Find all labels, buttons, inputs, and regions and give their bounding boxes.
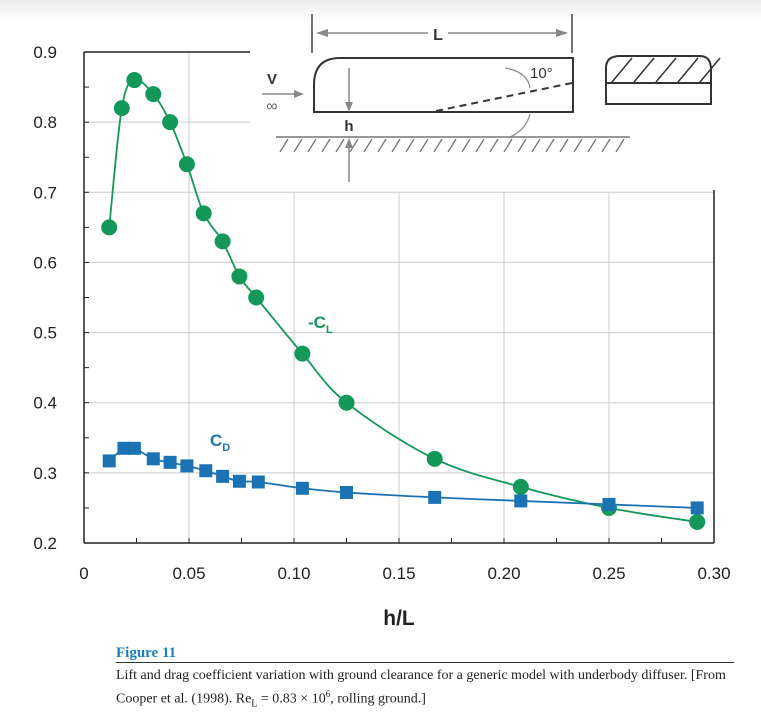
cd-point bbox=[428, 490, 442, 504]
x-tick-label: 0 bbox=[79, 564, 88, 583]
cl-point bbox=[162, 114, 179, 131]
car-body bbox=[313, 57, 574, 113]
top-bar bbox=[0, 0, 761, 22]
section-hatch bbox=[655, 57, 677, 83]
ground-hatch bbox=[573, 138, 583, 153]
x-tick-label: 0.25 bbox=[592, 564, 625, 583]
cd-point bbox=[180, 459, 194, 473]
x-tick-label: 0.05 bbox=[172, 564, 205, 583]
cd-point bbox=[602, 497, 616, 511]
ground-hatch bbox=[377, 138, 387, 153]
ground-hatch bbox=[615, 138, 625, 153]
cd-point bbox=[102, 454, 116, 468]
y-tick-label: 0.3 bbox=[33, 464, 57, 483]
x-axis-label: h/L bbox=[383, 607, 415, 630]
figure-caption: Lift and drag coefficient variation with… bbox=[116, 668, 726, 710]
ground-hatch bbox=[349, 138, 359, 153]
ground-hatch bbox=[545, 138, 555, 153]
cl-point bbox=[338, 394, 355, 411]
x-tick-label: 0.20 bbox=[487, 564, 520, 583]
x-tick-label: 0.15 bbox=[382, 564, 415, 583]
cd-point bbox=[232, 474, 246, 488]
ground-hatch bbox=[321, 138, 331, 153]
ground-hatch bbox=[391, 138, 401, 153]
cl-point bbox=[689, 513, 706, 530]
angle-label: 10° bbox=[530, 65, 553, 82]
y-tick-label: 0.4 bbox=[33, 394, 57, 413]
cl-point bbox=[195, 205, 212, 222]
cl-point bbox=[214, 233, 231, 250]
ground-hatch bbox=[419, 138, 429, 153]
ground-hatch bbox=[475, 138, 485, 153]
section-hatch bbox=[611, 57, 633, 83]
length-label: L bbox=[433, 27, 443, 44]
cl-point bbox=[512, 478, 529, 495]
cd-series-label: CD bbox=[210, 431, 230, 454]
figure-title: Figure 11 bbox=[116, 645, 177, 661]
x-tick-label: 0.30 bbox=[697, 564, 730, 583]
cd-point bbox=[295, 481, 309, 495]
ground-hatch bbox=[587, 138, 597, 153]
cd-point bbox=[514, 494, 528, 508]
section-hatch bbox=[699, 57, 721, 83]
ground-hatch bbox=[489, 138, 499, 153]
cl-point bbox=[294, 345, 311, 362]
cd-point bbox=[163, 455, 177, 469]
cl-series-label: -CL bbox=[308, 313, 333, 336]
cl-point bbox=[248, 289, 265, 306]
ground-hatch bbox=[461, 138, 471, 153]
y-tick-label: 0.5 bbox=[33, 324, 57, 343]
section-hatch bbox=[677, 57, 699, 83]
ground-hatch bbox=[531, 138, 541, 153]
cd-point bbox=[690, 501, 704, 515]
x-tick-label: 0.10 bbox=[277, 564, 310, 583]
ground-hatch bbox=[503, 138, 513, 153]
cd-point bbox=[199, 464, 213, 478]
height-label: h bbox=[344, 118, 353, 135]
ground-hatch bbox=[433, 138, 443, 153]
ground-hatch bbox=[307, 138, 317, 153]
cl-point bbox=[113, 100, 130, 117]
cd-point bbox=[216, 469, 230, 483]
cd-point bbox=[146, 452, 160, 466]
cl-point bbox=[231, 268, 248, 285]
cl-point bbox=[178, 156, 195, 173]
cl-point bbox=[126, 72, 143, 89]
y-tick-label: 0.9 bbox=[33, 43, 57, 62]
chart: 0.2 0.3 0.4 0.5 0.6 0.7 0.8 0.9 0 0.05 0.10 0.15 0.2… bbox=[33, 14, 731, 630]
inset-diagram: L 10° V ∞ h bbox=[250, 14, 730, 190]
cl-point bbox=[101, 219, 118, 236]
ground-hatch bbox=[363, 138, 373, 153]
cd-point bbox=[251, 475, 265, 489]
y-tick-label: 0.8 bbox=[33, 113, 57, 132]
section-hatch bbox=[633, 57, 655, 83]
ground-hatch bbox=[447, 138, 457, 153]
ground-hatch bbox=[335, 138, 345, 153]
ground-hatch bbox=[601, 138, 611, 153]
ground-hatch bbox=[559, 138, 569, 153]
cd-point bbox=[117, 441, 131, 455]
ground-hatch bbox=[405, 138, 415, 153]
y-tick-label: 0.2 bbox=[33, 534, 57, 553]
caption-rule bbox=[116, 662, 734, 663]
cd-point bbox=[127, 441, 141, 455]
ground-hatch bbox=[279, 138, 289, 153]
ground-hatch bbox=[517, 138, 527, 153]
velocity-subscript: ∞ bbox=[266, 98, 277, 115]
ground-hatch bbox=[293, 138, 303, 153]
cl-point bbox=[426, 450, 443, 467]
cl-point bbox=[145, 86, 162, 103]
cd-point bbox=[340, 485, 353, 499]
velocity-label: V bbox=[267, 71, 277, 88]
y-tick-label: 0.7 bbox=[33, 183, 57, 202]
y-tick-label: 0.6 bbox=[33, 253, 57, 272]
